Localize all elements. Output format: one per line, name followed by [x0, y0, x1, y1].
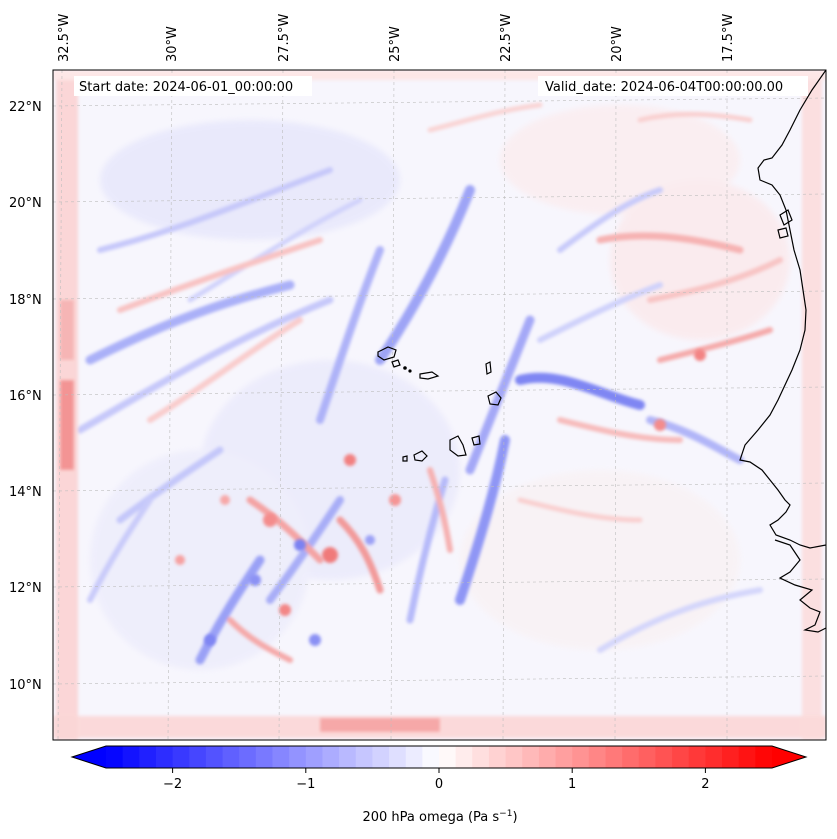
colorbar-cell	[339, 746, 357, 768]
island-fogo	[413, 450, 428, 462]
colorbar-cell	[439, 746, 457, 768]
colorbar-extend-low	[72, 746, 106, 768]
colorbar-cell	[222, 746, 240, 768]
colorbar-cell	[305, 746, 324, 768]
gridlines	[53, 70, 826, 740]
coastline	[739, 70, 826, 633]
colorbar-cell	[106, 746, 124, 768]
colorbar-label-close: )	[512, 810, 517, 825]
colorbar-cell	[355, 746, 373, 768]
cape-verde-islands	[377, 346, 502, 462]
colorbar-cell	[455, 746, 473, 768]
longitude-labels: 32.5°W 30°W 27.5°W 25°W 22.5°W 20°W 17.5…	[57, 14, 736, 62]
colorbar-cell	[172, 746, 190, 768]
lon-label-30w: 30°W	[165, 26, 180, 62]
colorbar-cell	[572, 746, 590, 768]
island-santiago	[449, 435, 467, 457]
colorbar-cell	[372, 746, 390, 768]
colorbar-cell	[538, 746, 557, 768]
colorbar-cell	[122, 746, 140, 768]
colorbar-cell	[722, 746, 740, 768]
colorbar-cell	[405, 746, 423, 768]
latitude-labels: 22°N 20°N 18°N 16°N 14°N 12°N 10°N	[9, 100, 42, 693]
west-africa-coast	[739, 70, 826, 549]
colorbar-cell	[205, 746, 224, 768]
colorbar-extend-high	[772, 746, 806, 768]
colorbar-cell	[672, 746, 690, 768]
colorbar-cell	[755, 746, 773, 768]
colorbar-cell	[688, 746, 706, 768]
map-frame	[52, 69, 827, 741]
colorbar-cell	[738, 746, 756, 768]
lat-label-16n: 16°N	[9, 389, 42, 404]
colorbar-cell	[605, 746, 623, 768]
colorbar-cell	[522, 746, 540, 768]
boundary-zones	[53, 70, 826, 740]
valid-date-label: Valid_date: 2024-06-04T00:00:00.00	[545, 80, 783, 95]
lat-label-12n: 12°N	[9, 581, 42, 596]
island-santo-antao	[377, 346, 397, 361]
colorbar-cell	[472, 746, 490, 768]
colorbar-cell	[505, 746, 523, 768]
lat-label-18n: 18°N	[9, 293, 42, 308]
lat-label-22n: 22°N	[9, 100, 42, 115]
colorbar-cell	[638, 746, 657, 768]
colorbar-tick-label: 1	[568, 777, 576, 792]
colorbar-cells	[106, 746, 773, 768]
omega-field-filaments	[76, 102, 783, 665]
colorbar-tick-label: 2	[701, 777, 709, 792]
colorbar-cell	[289, 746, 307, 768]
colorbar-label-text: 200 hPa omega (Pa s	[362, 810, 499, 825]
colorbar-cell	[588, 746, 607, 768]
lon-label-17-5w: 17.5°W	[721, 14, 736, 62]
colorbar-cell	[555, 746, 573, 768]
colorbar-cell	[622, 746, 640, 768]
colorbar-cell	[389, 746, 407, 768]
colorbar-outline	[70, 745, 808, 769]
colorbar-ticks: −2 −1 0 1 2	[163, 768, 710, 792]
colorbar-label: 200 hPa omega (Pa s−1)	[362, 809, 517, 825]
map-panel: Start date: 2024-06-01_00:00:00 Valid_da…	[53, 70, 826, 740]
start-date-label: Start date: 2024-06-01_00:00:00	[79, 80, 293, 95]
colorbar-tick-label: −2	[163, 777, 182, 792]
colorbar-cell	[488, 746, 507, 768]
colorbar: −2 −1 0 1 2 200 hPa omega (Pa s−1)	[70, 745, 808, 825]
colorbar-cell	[155, 746, 174, 768]
colorbar-cell	[422, 746, 440, 768]
coastal-inlets	[774, 539, 826, 633]
lon-label-20w: 20°W	[610, 26, 625, 62]
colorbar-cell	[255, 746, 274, 768]
colorbar-tick-label: −1	[296, 777, 315, 792]
island-brava	[402, 455, 408, 462]
colorbar-cell	[139, 746, 157, 768]
colorbar-tick-label: 0	[435, 777, 443, 792]
omega-field-diffuse	[90, 105, 790, 670]
lon-label-22-5w: 22.5°W	[499, 14, 514, 62]
lon-label-32-5w: 32.5°W	[57, 14, 72, 62]
island-maio	[471, 435, 481, 446]
island-sao-nicolau	[419, 371, 440, 380]
island-sao-vicente	[391, 359, 401, 368]
colorbar-cell	[322, 746, 340, 768]
colorbar-cell	[655, 746, 673, 768]
island-sal	[485, 361, 492, 375]
lat-label-14n: 14°N	[9, 485, 42, 500]
colorbar-label-exponent: −1	[499, 809, 512, 819]
lon-label-25w: 25°W	[388, 26, 403, 62]
island-boa-vista	[487, 391, 502, 406]
lat-label-10n: 10°N	[9, 678, 42, 693]
colorbar-cell	[272, 746, 290, 768]
colorbar-cell	[239, 746, 257, 768]
colorbar-cell	[705, 746, 723, 768]
lat-label-20n: 20°N	[9, 196, 42, 211]
lon-label-27-5w: 27.5°W	[277, 14, 292, 62]
start-date-box	[74, 76, 312, 96]
valid-date-box	[538, 76, 808, 96]
colorbar-cell	[189, 746, 207, 768]
